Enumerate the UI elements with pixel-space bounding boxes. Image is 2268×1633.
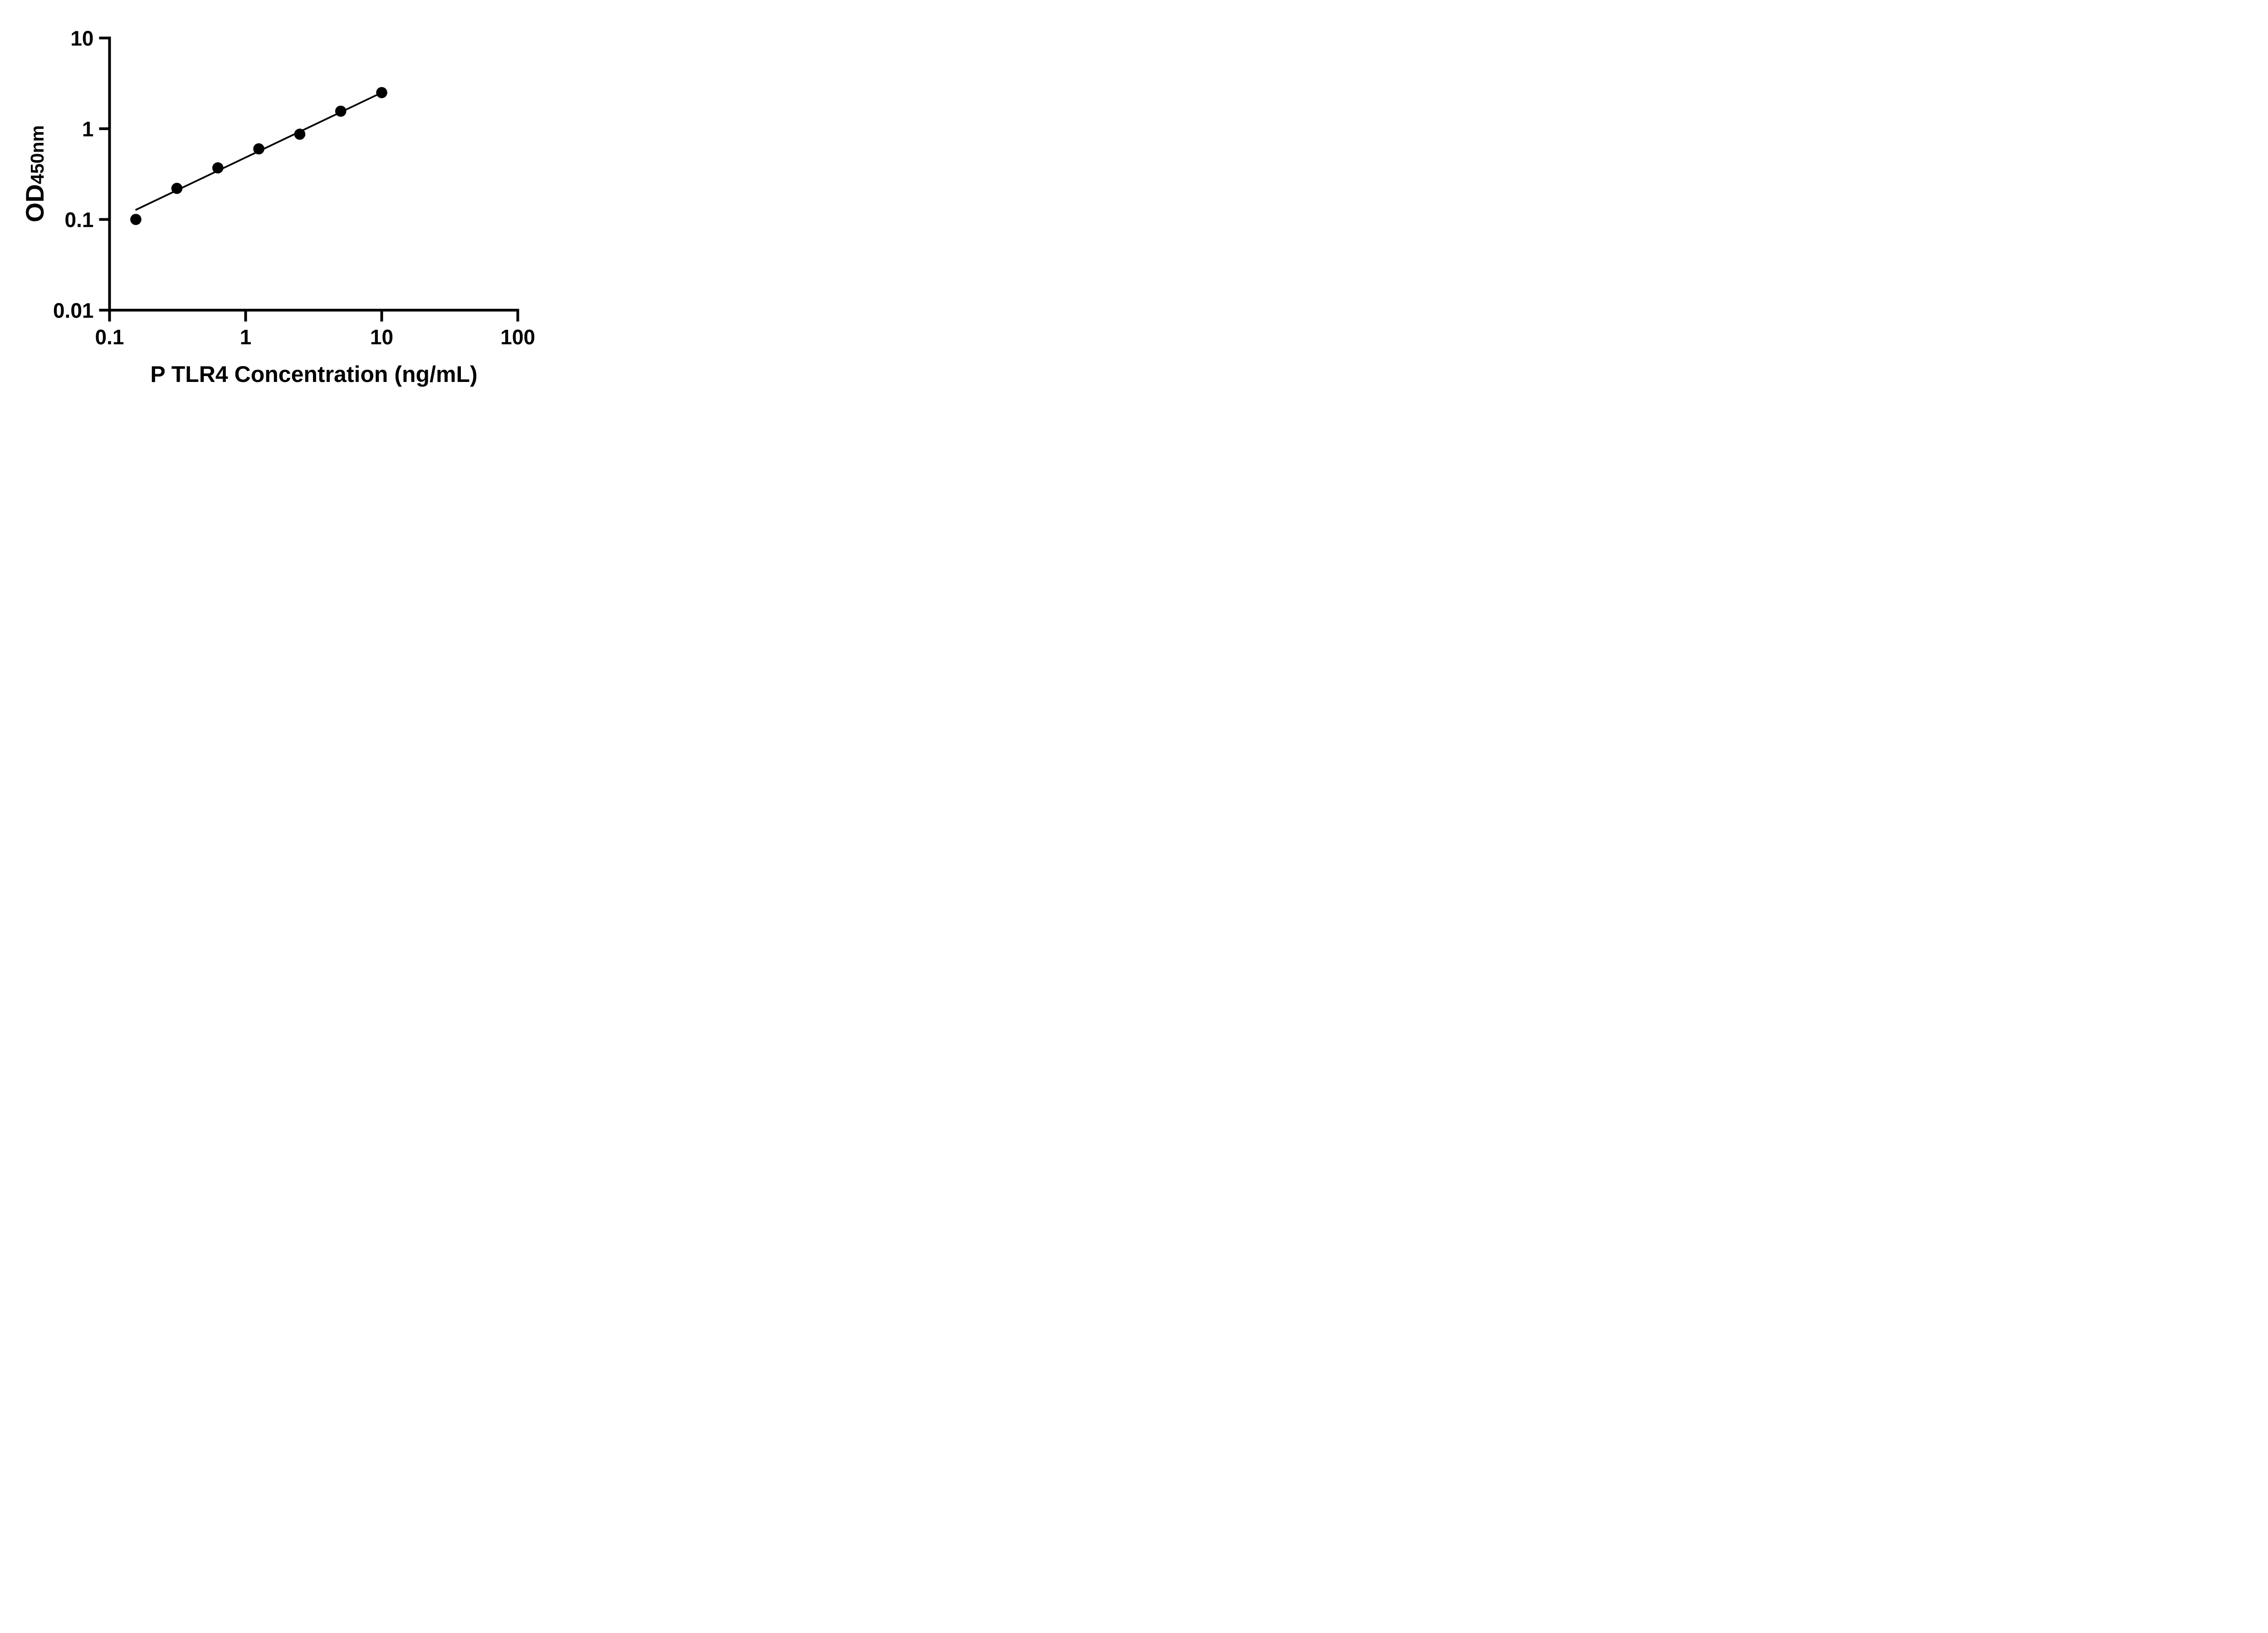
y-tick-label: 10 bbox=[70, 26, 93, 50]
y-tick-label: 1 bbox=[82, 117, 94, 141]
y-axis-title-main: OD bbox=[20, 184, 49, 222]
y-axis-title-subscript: 450nm bbox=[27, 125, 48, 184]
elisa-standard-curve-figure: 10 1 0.1 0.01 0.1 1 10 100 OD450nm P TLR4 Conce… bbox=[0, 0, 581, 408]
x-axis-title: P TLR4 Concentration (ng/mL) bbox=[150, 362, 478, 387]
data-point bbox=[171, 182, 183, 194]
y-axis-title: OD450nm bbox=[20, 125, 49, 222]
x-tick-label: 10 bbox=[370, 325, 393, 349]
y-tick-label: 0.01 bbox=[53, 298, 94, 322]
data-point bbox=[253, 143, 264, 155]
data-point bbox=[294, 128, 306, 140]
data-point bbox=[335, 105, 347, 117]
data-point bbox=[212, 162, 224, 174]
y-tick-label: 0.1 bbox=[65, 208, 94, 231]
data-point bbox=[130, 214, 142, 225]
x-tick-label: 0.1 bbox=[95, 325, 124, 349]
data-point bbox=[376, 87, 387, 98]
x-tick-label: 1 bbox=[240, 325, 252, 349]
x-tick-label: 100 bbox=[500, 325, 535, 349]
